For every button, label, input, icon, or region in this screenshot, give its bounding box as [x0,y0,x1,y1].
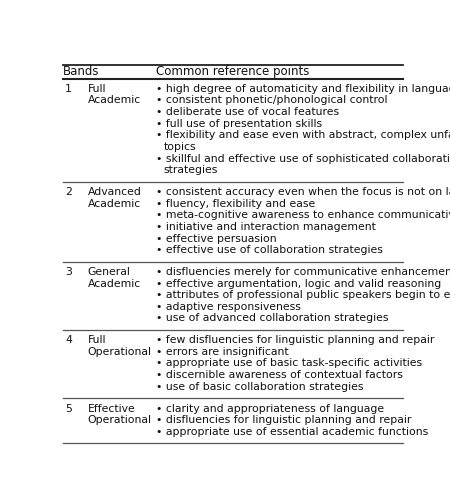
Text: • appropriate use of essential academic functions: • appropriate use of essential academic … [156,427,428,437]
Text: • effective persuasion: • effective persuasion [156,234,276,243]
Text: • appropriate use of basic task-specific activities: • appropriate use of basic task-specific… [156,358,422,368]
Text: • adaptive responsiveness: • adaptive responsiveness [156,302,301,312]
Text: 2: 2 [65,187,72,197]
Text: General: General [88,267,130,277]
Text: • attributes of professional public speakers begin to emerge: • attributes of professional public spea… [156,290,450,300]
Text: • full use of presentation skills: • full use of presentation skills [156,118,322,128]
Text: • deliberate use of vocal features: • deliberate use of vocal features [156,107,339,117]
Text: Effective: Effective [88,404,135,413]
Text: 4: 4 [65,335,72,345]
Text: • effective argumentation, logic and valid reasoning: • effective argumentation, logic and val… [156,278,441,288]
Text: Operational: Operational [88,415,152,425]
Text: Academic: Academic [88,96,141,106]
Text: • consistent accuracy even when the focus is not on language: • consistent accuracy even when the focu… [156,187,450,197]
Text: • effective use of collaboration strategies: • effective use of collaboration strateg… [156,245,382,255]
Text: Full: Full [88,335,106,345]
Text: • initiative and interaction management: • initiative and interaction management [156,222,375,232]
Text: Academic: Academic [88,198,141,208]
Text: • flexibility and ease even with abstract, complex unfamiliar: • flexibility and ease even with abstrac… [156,130,450,140]
Text: • fluency, flexibility and ease: • fluency, flexibility and ease [156,198,315,208]
Text: Operational: Operational [88,347,152,357]
Text: Academic: Academic [88,278,141,288]
Text: 5: 5 [65,404,72,413]
Text: strategies: strategies [163,166,218,175]
Text: • few disfluencies for linguistic planning and repair: • few disfluencies for linguistic planni… [156,335,434,345]
Text: Full: Full [88,84,106,94]
Text: • discernible awareness of contextual factors: • discernible awareness of contextual fa… [156,370,402,380]
Text: Advanced: Advanced [88,187,141,197]
Text: 3: 3 [65,267,72,277]
Text: • high degree of automaticity and flexibility in language use: • high degree of automaticity and flexib… [156,84,450,94]
Text: • use of basic collaboration strategies: • use of basic collaboration strategies [156,382,363,392]
Text: • disfluencies for linguistic planning and repair: • disfluencies for linguistic planning a… [156,415,411,425]
Text: • errors are insignificant: • errors are insignificant [156,347,288,357]
Text: • use of advanced collaboration strategies: • use of advanced collaboration strategi… [156,314,388,324]
Text: • clarity and appropriateness of language: • clarity and appropriateness of languag… [156,404,384,413]
Text: topics: topics [163,142,196,152]
Text: • consistent phonetic/phonological control: • consistent phonetic/phonological contr… [156,96,387,106]
Text: • skillful and effective use of sophisticated collaboration: • skillful and effective use of sophisti… [156,154,450,164]
Text: Common reference points: Common reference points [156,65,309,78]
Text: 1: 1 [65,84,72,94]
Text: Bands: Bands [63,65,100,78]
Text: • meta-cognitive awareness to enhance communicative effect: • meta-cognitive awareness to enhance co… [156,210,450,220]
Text: • disfluencies merely for communicative enhancement: • disfluencies merely for communicative … [156,267,450,277]
